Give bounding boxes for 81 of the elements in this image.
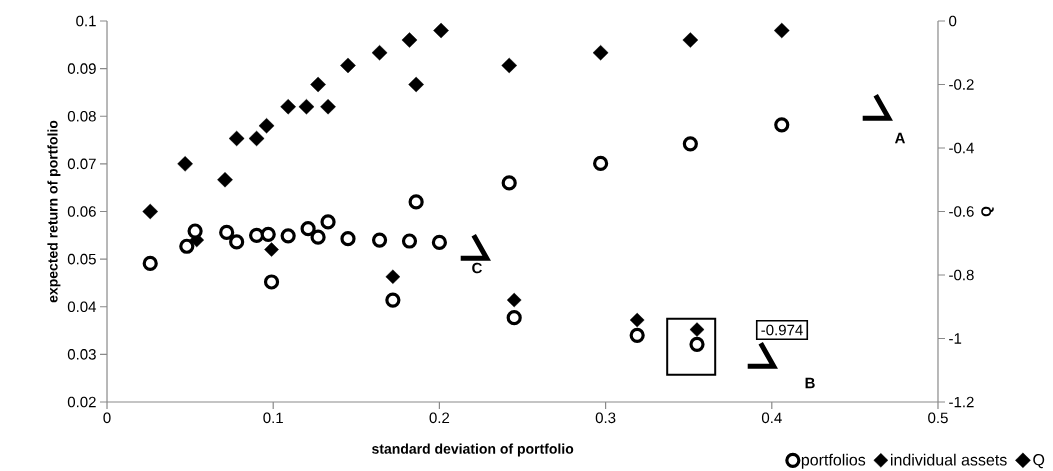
point <box>371 232 388 248</box>
x-tick-label: 0.2 <box>429 412 450 424</box>
y2-tick-label: -1 <box>949 333 962 344</box>
y-tick-label: 0.02 <box>67 396 96 408</box>
y-tick-label: 0.07 <box>67 158 96 170</box>
point <box>433 22 449 39</box>
annotation: B <box>805 377 815 389</box>
point <box>371 45 388 61</box>
y-tick-label: 0.05 <box>67 253 96 265</box>
x-tick-label: 0.3 <box>595 412 616 424</box>
annotation: A <box>894 132 906 144</box>
point <box>340 57 356 74</box>
point <box>593 155 609 171</box>
y2-tick-label: 0 <box>949 15 957 27</box>
point <box>187 223 203 239</box>
point <box>177 156 193 172</box>
point <box>682 32 699 48</box>
point <box>228 130 245 147</box>
y2-tick-label: -1.2 <box>949 396 974 408</box>
point <box>280 228 296 244</box>
point <box>217 172 233 188</box>
point <box>385 269 401 284</box>
point <box>401 233 418 249</box>
point <box>506 310 522 326</box>
y2-axis-title: Q <box>981 206 994 217</box>
point <box>229 234 245 250</box>
point <box>248 130 265 147</box>
y-axis-title: expected return of portfolio <box>47 120 61 303</box>
x-tick-label: 0 <box>103 412 111 424</box>
y2-tick-label: -0.6 <box>949 206 974 217</box>
point <box>260 226 276 242</box>
legend-label: portfolios <box>801 453 866 469</box>
point <box>298 99 315 115</box>
y-tick-label: 0.1 <box>76 15 96 27</box>
point <box>179 238 195 254</box>
y-tick-label: 0.06 <box>67 206 96 217</box>
point <box>142 203 159 220</box>
annotation: C <box>472 262 482 274</box>
point <box>320 214 336 230</box>
point <box>219 224 235 241</box>
point <box>682 136 698 152</box>
x-tick-label: 0.4 <box>761 412 782 424</box>
x-tick-label: 0.1 <box>263 412 283 424</box>
point <box>280 99 296 115</box>
point <box>258 118 275 134</box>
y-tick-label: 0.08 <box>67 110 96 122</box>
point <box>248 227 265 243</box>
point <box>300 221 316 237</box>
point <box>310 76 326 93</box>
point <box>773 22 790 39</box>
y-tick-label: 0.09 <box>67 63 96 74</box>
point <box>401 32 418 48</box>
point <box>408 76 424 93</box>
y2-tick-label: -0.8 <box>949 269 974 281</box>
x-tick-label: 0.5 <box>928 412 948 424</box>
annotation: -0.974 <box>761 324 803 336</box>
point <box>340 231 356 247</box>
point <box>263 274 280 290</box>
point <box>501 57 517 74</box>
point <box>431 234 447 251</box>
point <box>408 194 424 210</box>
point <box>506 292 522 308</box>
y2-tick-label: -0.2 <box>949 79 974 90</box>
point <box>142 255 158 271</box>
point <box>629 312 645 328</box>
point <box>689 336 705 352</box>
point <box>501 175 517 191</box>
point <box>592 45 609 61</box>
point <box>320 99 336 115</box>
y2-tick-label: -0.4 <box>949 142 974 154</box>
legend-label: Q <box>1033 454 1045 469</box>
y-tick-label: 0.03 <box>67 349 96 360</box>
point <box>264 242 279 257</box>
point <box>310 229 326 245</box>
point <box>774 117 790 133</box>
x-axis-title: standard deviation of portfolio <box>372 443 574 457</box>
y-tick-label: 0.04 <box>67 301 97 313</box>
point <box>689 322 705 337</box>
point <box>385 292 401 308</box>
point <box>629 327 645 343</box>
legend-label: individual assets <box>891 453 1007 466</box>
